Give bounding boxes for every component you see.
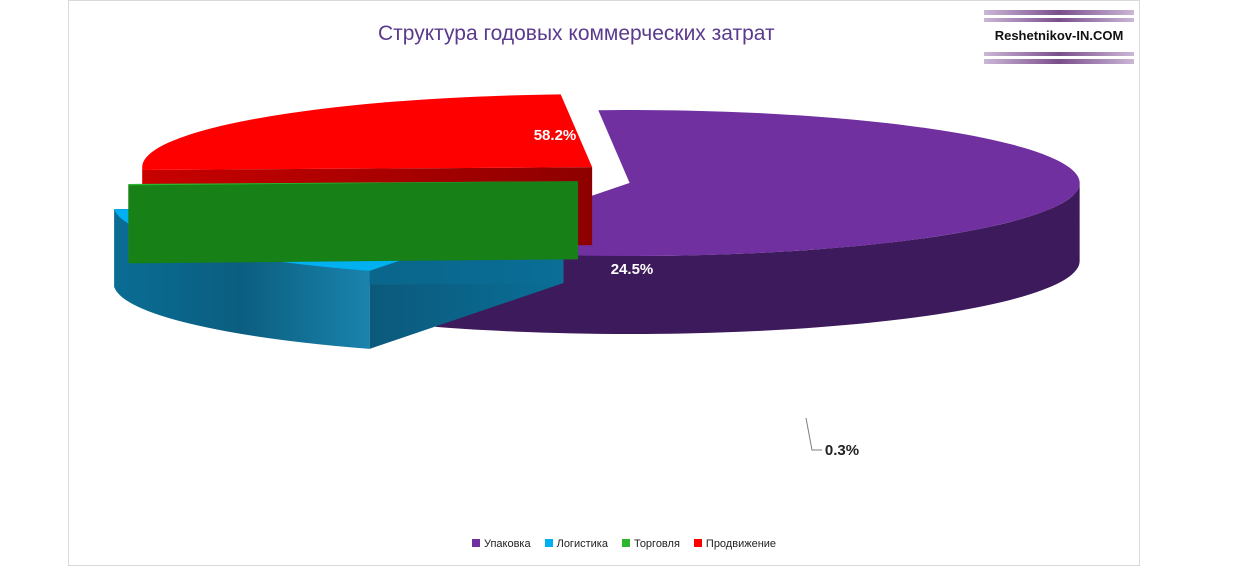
slice-cut-face — [128, 181, 579, 263]
legend-swatch — [621, 539, 630, 547]
slice-top-face — [435, 110, 1080, 257]
data-label-4: 24.5% — [611, 261, 654, 278]
chart-legend: Упаковка Логистика Торговля Продвижение — [0, 538, 1248, 550]
legend-item-4: Продвижение — [693, 538, 777, 550]
legend-item-1: Упаковка — [471, 538, 531, 550]
data-label-3: 0.3% — [825, 442, 859, 459]
pie-slice-3 — [128, 181, 579, 264]
legend-label: Упаковка — [483, 538, 531, 550]
legend-swatch — [544, 539, 553, 547]
legend-swatch — [471, 539, 480, 547]
legend-label: Торговля — [633, 538, 680, 550]
watermark-text: Reshetnikov-IN.COM — [994, 28, 1124, 43]
data-label-1: 58.2% — [534, 127, 577, 144]
legend-swatch — [693, 539, 702, 547]
slice-side-wall — [435, 182, 1080, 334]
slice-top-face — [142, 94, 593, 170]
legend-item-3: Торговля — [621, 538, 680, 550]
leader-line — [805, 417, 822, 451]
legend-label: Продвижение — [705, 538, 777, 550]
chart-title: Структура годовых коммерческих затрат — [378, 22, 775, 45]
watermark-badge: Reshetnikov-IN.COM — [984, 10, 1134, 64]
legend-label: Логистика — [556, 538, 608, 550]
data-label-2: 17.0% — [899, 339, 942, 356]
legend-item-2: Логистика — [544, 538, 608, 550]
slice-top-face — [128, 181, 579, 186]
